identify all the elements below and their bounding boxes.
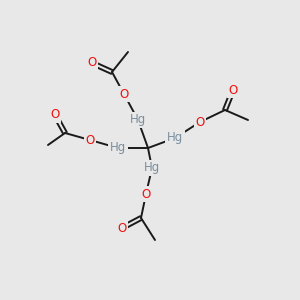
Text: O: O [50, 109, 60, 122]
Text: Hg: Hg [167, 131, 183, 145]
Text: Hg: Hg [144, 161, 160, 175]
Text: O: O [228, 83, 238, 97]
Text: O: O [87, 56, 97, 70]
Text: Hg: Hg [110, 142, 126, 154]
Text: Hg: Hg [130, 113, 146, 127]
Text: O: O [85, 134, 94, 146]
Text: O: O [119, 88, 129, 100]
Text: O: O [195, 116, 205, 128]
Text: O: O [117, 221, 127, 235]
Text: O: O [141, 188, 151, 200]
